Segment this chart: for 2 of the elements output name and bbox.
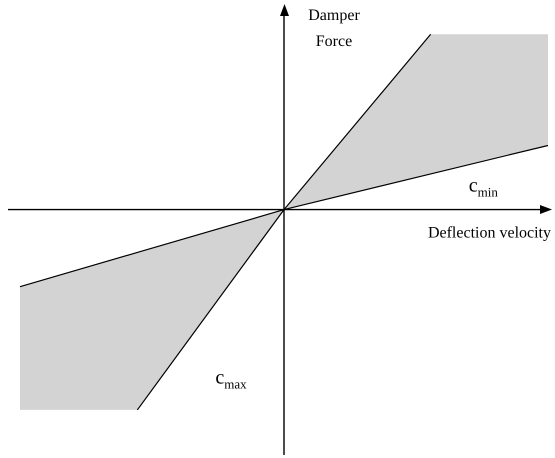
y-axis-title: Damper Force xyxy=(308,7,360,50)
x-axis-title: Deflection velocity xyxy=(428,224,551,242)
